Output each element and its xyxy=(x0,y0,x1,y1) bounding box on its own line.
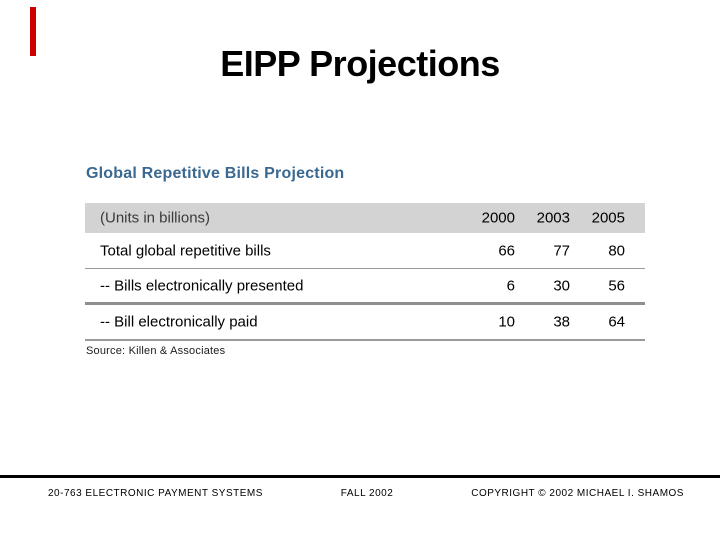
year-header-2003: 2003 xyxy=(536,209,570,227)
table-source: Source: Killen & Associates xyxy=(86,345,226,357)
cell-value: 80 xyxy=(608,242,625,259)
year-header-2005: 2005 xyxy=(591,209,625,227)
page-title: EIPP Projections xyxy=(220,43,500,84)
accent-bar xyxy=(30,7,36,56)
year-header-2000: 2000 xyxy=(481,209,515,227)
cell-value: 38 xyxy=(553,313,570,331)
cell-value: 56 xyxy=(608,277,625,294)
footer: 20-763 ELECTRONIC PAYMENT SYSTEMS FALL 2… xyxy=(0,488,720,499)
cell-value: 66 xyxy=(498,242,515,259)
footer-term: FALL 2002 xyxy=(340,488,394,499)
row-label: -- Bill electronically paid xyxy=(100,313,258,331)
units-label: (Units in billions) xyxy=(100,209,211,227)
cell-value: 64 xyxy=(608,313,625,331)
footer-divider xyxy=(0,475,720,478)
cell-value: 6 xyxy=(506,277,515,294)
table-row: Total global repetitive bills 66 77 80 xyxy=(85,233,645,269)
table-row: -- Bills electronically presented 6 30 5… xyxy=(85,269,645,305)
projection-table: Global Repetitive Bills Projection (Unit… xyxy=(85,164,645,357)
row-label: -- Bills electronically presented xyxy=(100,277,304,294)
row-label: Total global repetitive bills xyxy=(100,242,271,259)
cell-value: 30 xyxy=(553,277,570,294)
table-header-row: (Units in billions) 2000 2003 2005 xyxy=(85,203,645,233)
table-row: -- Bill electronically paid 10 38 64 xyxy=(85,305,645,341)
cell-value: 77 xyxy=(553,242,570,259)
footer-course: 20-763 ELECTRONIC PAYMENT SYSTEMS xyxy=(48,488,263,499)
footer-copyright: COPYRIGHT © 2002 MICHAEL I. SHAMOS xyxy=(471,488,684,499)
table-heading: Global Repetitive Bills Projection xyxy=(86,165,345,182)
cell-value: 10 xyxy=(498,313,515,331)
